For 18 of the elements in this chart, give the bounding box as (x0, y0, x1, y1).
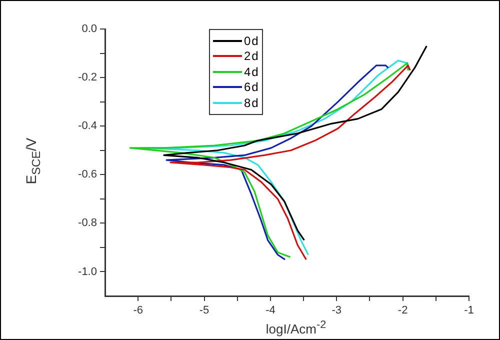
y-tick-label: 0.0 (82, 23, 97, 36)
x-tick-label: -6 (133, 304, 143, 317)
x-tick-label: -3 (332, 304, 342, 317)
x-tick-label: -5 (199, 304, 210, 317)
legend-label: 8d (244, 96, 260, 110)
y-tick-label: -0.4 (78, 120, 97, 132)
y-tick-label: -1.0 (78, 266, 97, 278)
x-axis-title: logI/Acm$^{-2}$ (264, 319, 328, 336)
legend-label: 6d (244, 80, 260, 94)
x-tick-label: -4 (266, 304, 276, 317)
legend-label: 0d (244, 34, 260, 48)
y-tick-label: -0.6 (78, 168, 97, 181)
y-tick-label: -0.8 (78, 217, 97, 230)
y-tick-label: -0.2 (78, 72, 97, 84)
x-tick-label: -2 (398, 304, 408, 317)
x-tick-label: -1 (464, 304, 474, 317)
legend-label: 4d (244, 64, 260, 79)
legend-label: 2d (244, 49, 260, 64)
